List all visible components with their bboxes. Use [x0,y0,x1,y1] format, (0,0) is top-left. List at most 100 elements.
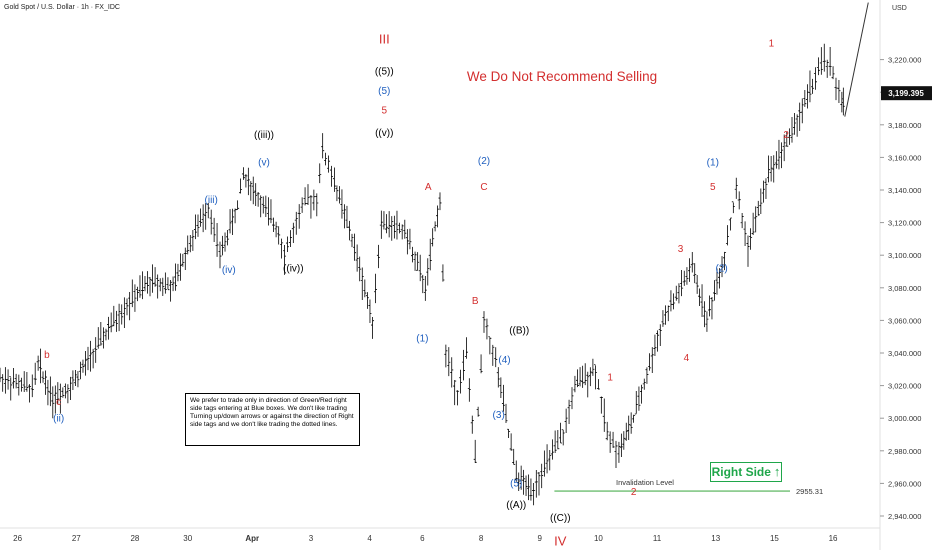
price-bar [140,271,144,300]
price-bar [759,188,763,214]
price-bar [456,390,460,406]
price-bar [550,439,554,460]
wave-label: (iv) [222,265,236,276]
wave-label: 5 [710,182,716,193]
price-bar [421,274,425,294]
price-bar [740,213,744,229]
price-bar [73,370,77,386]
price-bar [808,70,812,103]
price-bar [529,478,533,501]
price-bar [107,316,111,340]
price-bar [101,327,105,349]
price-bar [244,174,248,188]
price-bar [532,482,536,506]
price-bar [499,377,503,398]
price-bar [83,351,87,376]
price-bar [767,155,771,183]
price-bar [76,371,80,388]
price-bar [272,217,276,232]
price-bar [622,431,626,450]
price-bar [426,258,430,286]
price-bar [431,228,435,247]
price-bar [193,214,197,240]
price-bar [831,66,835,80]
price-bar [559,422,563,444]
price-bar [236,200,240,210]
price-bar [782,134,786,162]
price-bar [712,280,716,301]
price-bar [586,371,590,398]
y-tick-label: 3,140.000 [888,186,921,195]
price-bar [120,304,124,325]
price-bar [43,370,47,395]
price-bar [693,263,697,284]
price-bar [324,152,328,166]
price-bar [501,384,505,412]
wave-label: (2) [478,156,490,167]
price-bar [718,268,722,289]
price-bar [114,310,118,332]
y-tick-label: 3,160.000 [888,153,921,162]
price-bar [368,299,372,323]
price-bar [387,211,391,238]
price-bar [353,233,357,261]
price-bar [769,155,773,182]
price-bar [125,298,129,316]
price-bar [441,264,445,282]
price-bar [485,318,489,340]
price-bar [805,84,809,109]
price-bar [332,167,336,192]
price-bar [700,284,704,317]
price-bar [251,176,255,205]
price-bar [256,192,260,207]
price-bar [294,211,298,235]
price-bar [433,221,437,232]
price-bar [130,279,134,308]
price-bar [444,344,448,368]
price-bar [761,180,765,203]
price-bar [467,378,471,402]
x-tick-label: 28 [130,534,139,543]
price-bar [634,390,638,415]
price-bar [385,214,389,234]
price-bar [280,238,284,259]
price-bar [754,206,758,233]
price-bar [3,367,7,394]
price-bar [491,344,495,366]
wave-label: ((5)) [375,66,394,77]
price-bar [169,280,172,302]
wave-label: 1 [769,39,775,50]
wave-label: 4 [684,353,690,364]
price-bar [453,379,457,406]
price-bar [637,386,641,411]
wave-label: (1) [707,158,719,169]
price-bar [66,384,70,404]
right-side-tag: Right Side ↑ [710,462,782,482]
price-bar [318,163,322,184]
price-bar [690,252,694,273]
price-bar [288,230,292,248]
x-tick-label: 30 [183,534,192,543]
y-tick-label: 3,020.000 [888,382,921,391]
price-bar [153,267,157,287]
price-bar [666,305,670,322]
price-bar [798,102,802,131]
wave-label: C [480,182,487,193]
price-bar [68,376,72,400]
x-tick-label: Apr [245,534,259,543]
price-bar [365,292,369,309]
price-bar [828,47,832,76]
wave-label: c [56,397,61,408]
price-bar [143,275,147,292]
price-bar [816,57,820,76]
price-bar [405,229,409,255]
price-bar [71,370,75,391]
price-bar [669,290,673,312]
price-bar [731,201,735,214]
wave-label: ((C)) [550,513,571,524]
price-bar [392,215,396,239]
price-bar [146,271,150,294]
price-bar [382,211,386,230]
price-bar [464,337,468,359]
